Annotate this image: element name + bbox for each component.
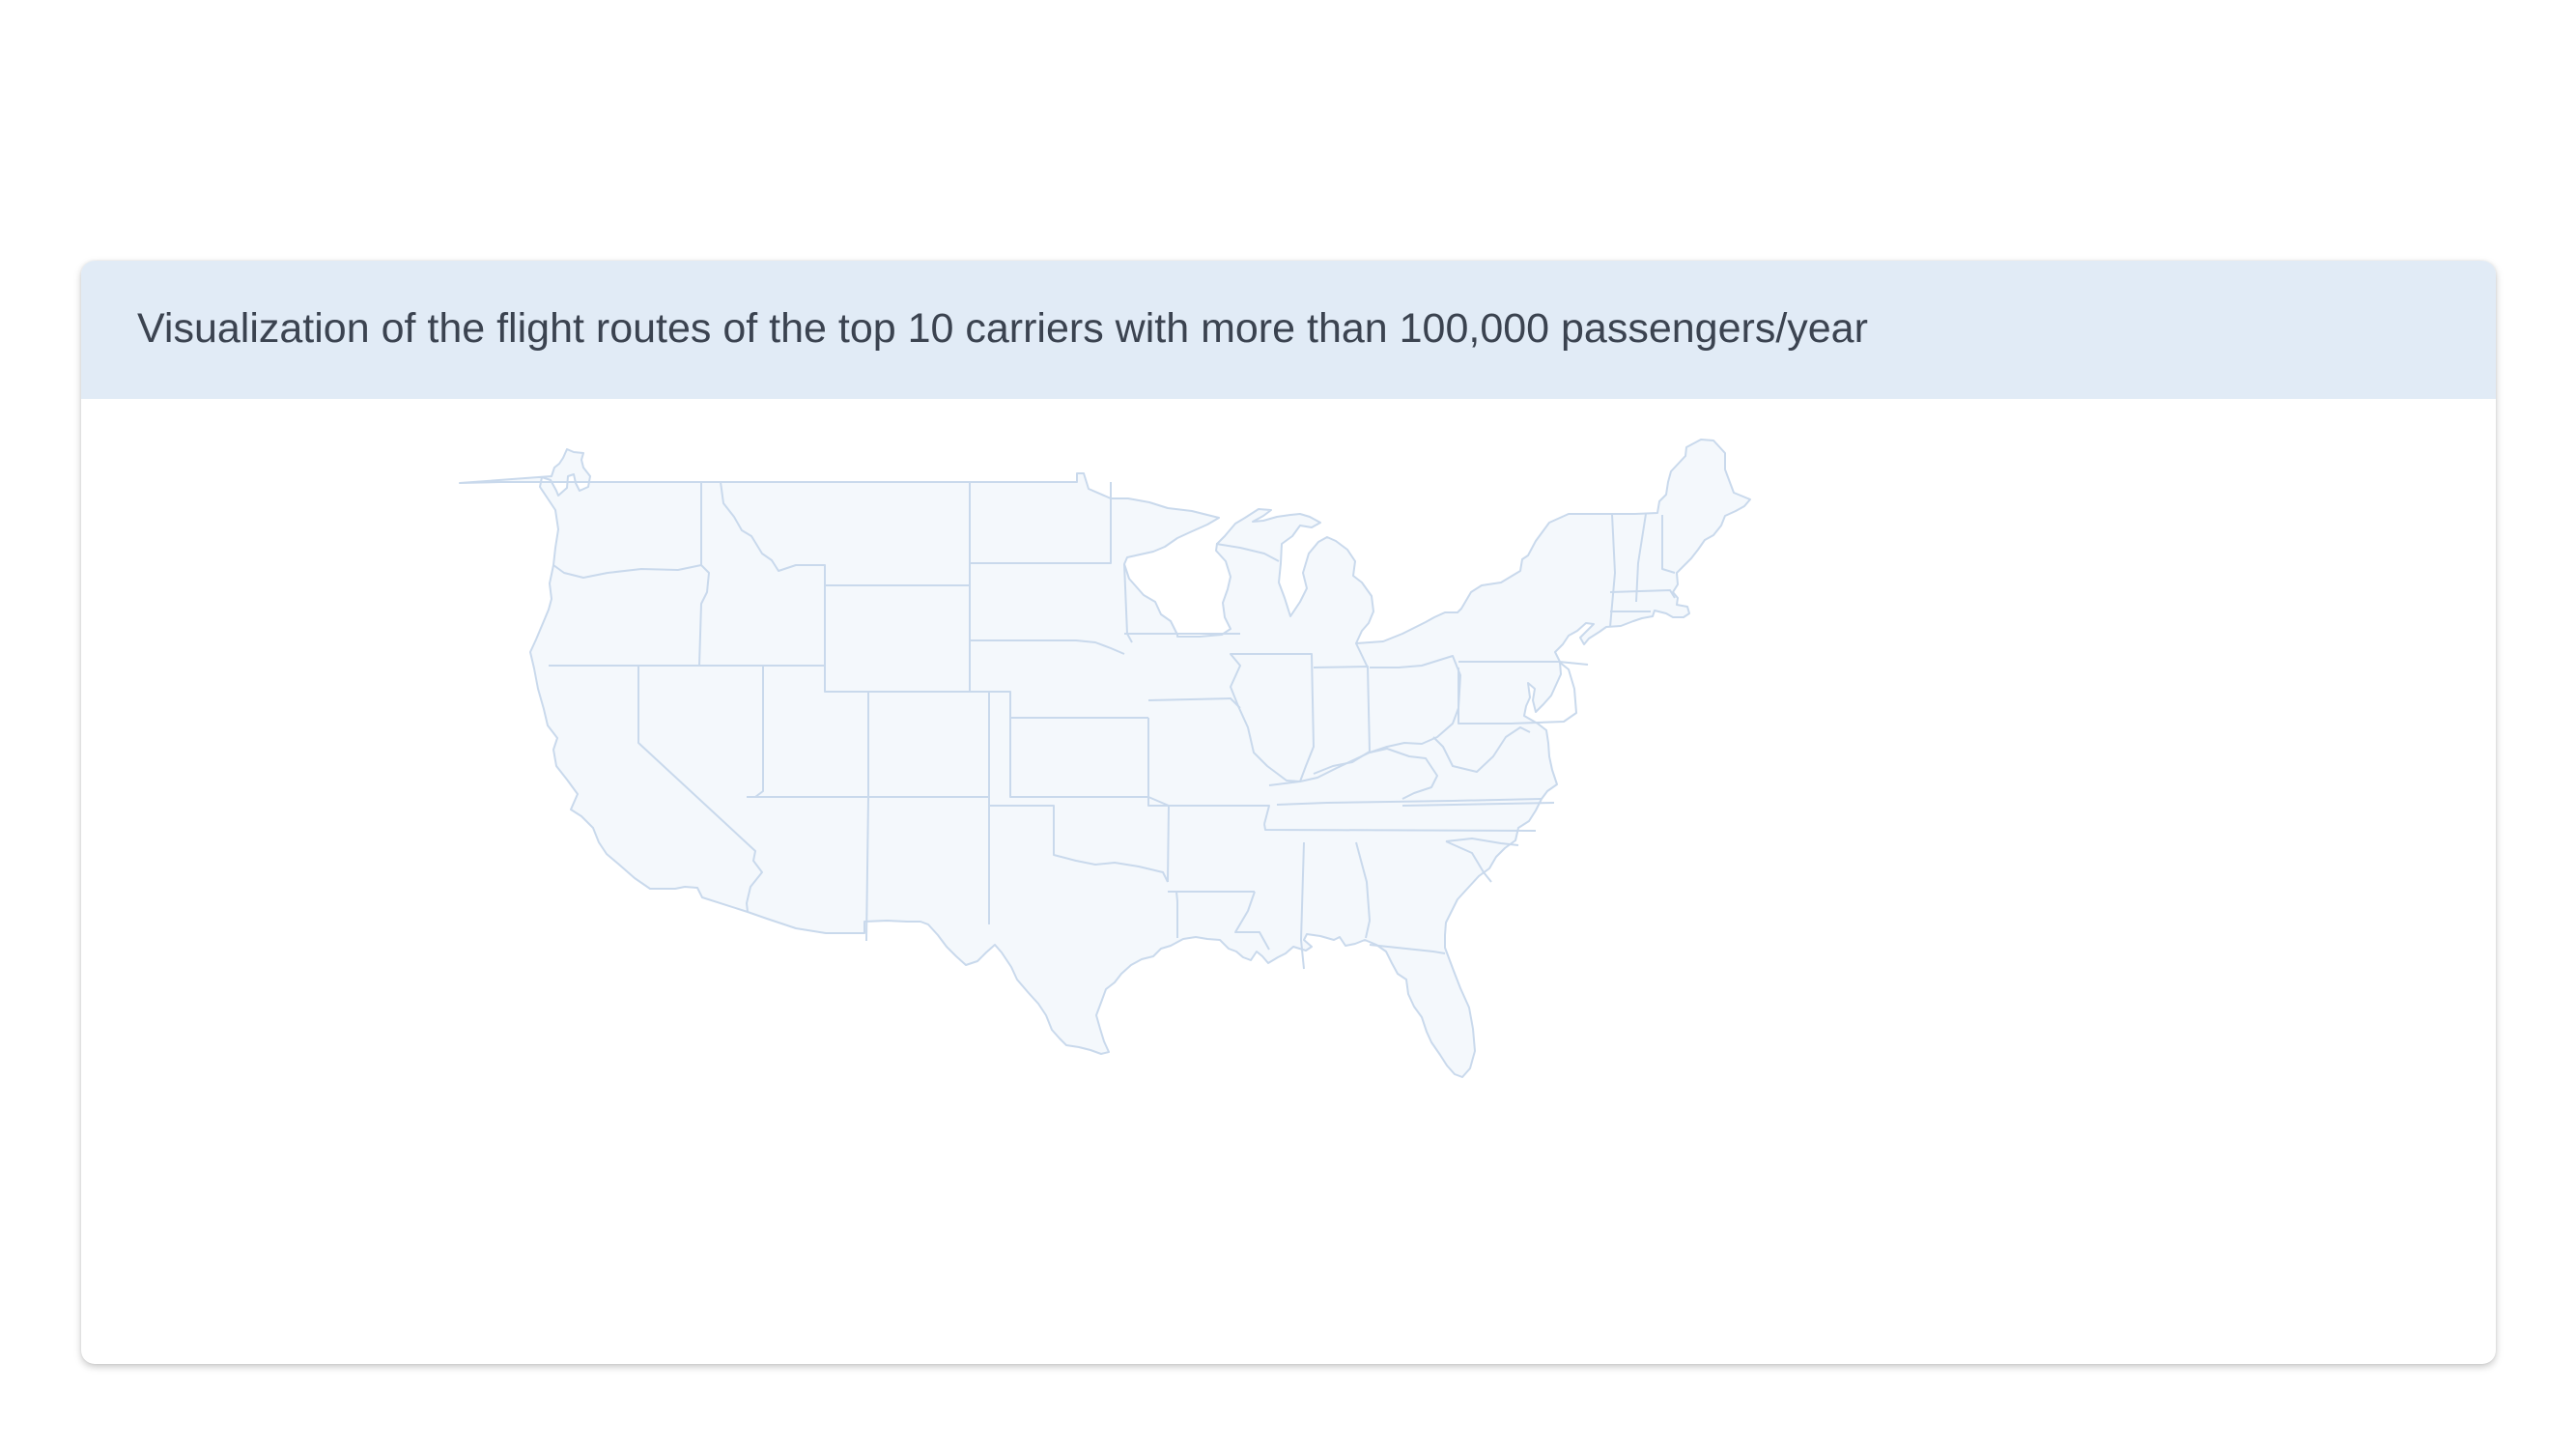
- map-area[interactable]: [81, 399, 2496, 1364]
- us-map[interactable]: [81, 399, 2496, 1364]
- chart-title: Visualization of the flight routes of th…: [137, 305, 1868, 352]
- state-borders: [549, 481, 1676, 970]
- card-header: Visualization of the flight routes of th…: [81, 261, 2496, 399]
- map-card: Visualization of the flight routes of th…: [81, 261, 2496, 1364]
- us-outline: [459, 439, 1751, 1078]
